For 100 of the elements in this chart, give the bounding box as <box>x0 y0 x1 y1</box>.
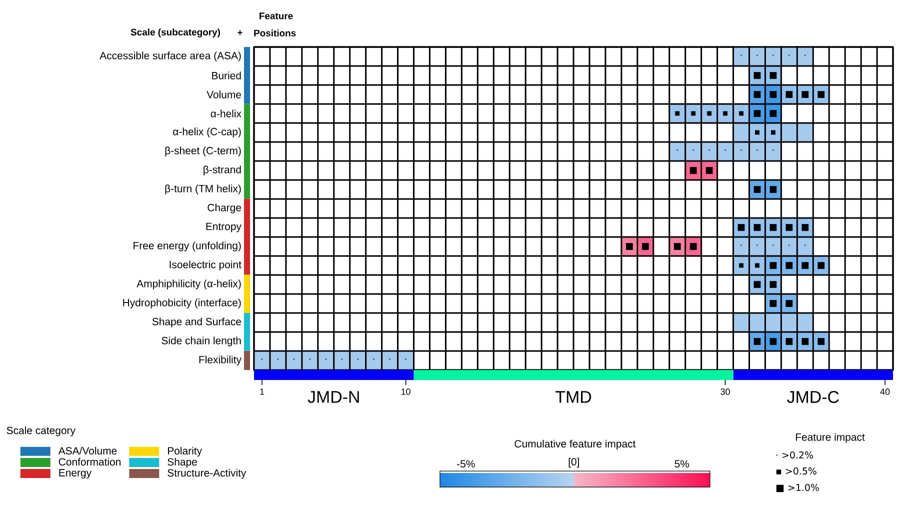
data-label: ■ <box>690 167 697 174</box>
data-label: ▪ <box>723 111 728 116</box>
data-label: · <box>804 54 806 56</box>
data-label: ■ <box>738 224 745 231</box>
data-label: ■ <box>754 72 761 79</box>
x-tick-label: 10 <box>401 388 410 395</box>
data-label: ■ <box>818 91 825 98</box>
data-label: ▪ <box>739 111 744 116</box>
bar <box>244 274 250 313</box>
text: · >0.2% <box>776 451 813 459</box>
data-label: ■ <box>786 338 793 345</box>
data-label: ■ <box>642 243 649 250</box>
text: Feature impact <box>796 433 865 443</box>
data-label: ▪ <box>754 263 760 268</box>
data-label: · <box>756 54 758 56</box>
color-bar-label: [0] <box>568 458 579 468</box>
data-label: ■ <box>770 110 777 117</box>
data-label: · <box>692 150 694 151</box>
data-label: ■ <box>754 281 761 288</box>
y-tick-label: Accessible surface area (ASA) <box>100 52 241 62</box>
data-label: · <box>772 150 774 151</box>
data-label: ■ <box>754 224 761 231</box>
bar <box>244 350 250 370</box>
y-tick-label: β-turn (TM helix) <box>165 184 241 194</box>
series-label: JMD-N <box>308 391 359 403</box>
data-label: ■ <box>754 91 761 98</box>
data-label: ■ <box>626 243 633 250</box>
bar <box>244 104 250 199</box>
series-label: JMD-C <box>787 390 839 403</box>
data-label: ■ <box>770 91 777 98</box>
data-label: · <box>341 358 342 360</box>
data-label: ■ <box>802 338 809 345</box>
y-tick-label: Volume <box>206 90 242 98</box>
text: Feature <box>260 12 293 20</box>
y-tick-label: β-strand <box>204 166 241 176</box>
series-label: TMD <box>556 391 592 403</box>
data-label: · <box>357 358 358 360</box>
data-label: · <box>788 244 790 246</box>
data-label: · <box>676 150 678 151</box>
y-tick-label: Flexibility <box>199 356 242 366</box>
data-label: ■ <box>770 281 777 288</box>
data-label: ■ <box>786 300 793 307</box>
text: ■ >1.0% <box>776 484 819 492</box>
y-tick-label: Side chain length <box>162 336 241 346</box>
data-label: · <box>740 244 742 246</box>
bar <box>244 46 250 104</box>
data-label: · <box>740 54 742 56</box>
x-tick-label: 30 <box>720 388 730 395</box>
data-label: ■ <box>690 243 697 250</box>
y-tick-label: Entropy <box>206 222 242 232</box>
data-label: ■ <box>754 186 761 193</box>
y-tick-label: α-helix (C-cap) <box>173 128 241 138</box>
y-tick-label: Free energy (unfolding) <box>134 242 241 252</box>
legend-label: Structure-Activity <box>168 468 246 479</box>
data-label: · <box>389 358 390 360</box>
bar <box>254 370 414 380</box>
legend-title: Scale category <box>6 426 76 436</box>
data-label: ▪ <box>770 130 776 135</box>
data-label: ▪ <box>707 111 712 116</box>
text: + <box>238 30 242 36</box>
bar <box>244 312 250 351</box>
data-label: ▪ <box>739 263 744 268</box>
data-label: ▪ <box>691 111 696 116</box>
y-tick-label: α-helix <box>210 110 242 118</box>
legend-label: Energy <box>59 469 92 479</box>
x-tick-label: 40 <box>880 388 890 395</box>
data-label: · <box>708 150 710 151</box>
data-label: ■ <box>770 262 777 269</box>
text: ▪ >0.5% <box>776 467 816 475</box>
y-tick-label: Amphiphilicity (α-helix) <box>136 280 241 290</box>
data-label: ■ <box>802 224 809 231</box>
data-label: · <box>804 244 806 246</box>
data-label: ■ <box>770 300 777 307</box>
color-bar-label: -5% <box>457 460 475 468</box>
data-label: ■ <box>770 72 777 79</box>
bar <box>733 370 894 380</box>
data-label: · <box>309 358 310 360</box>
data-label: ▪ <box>675 111 680 116</box>
data-label: · <box>772 244 774 246</box>
bar <box>244 198 250 275</box>
text: Scale (subcategory) <box>130 28 220 38</box>
data-label: ■ <box>674 243 681 250</box>
y-tick-label: Shape and Surface <box>152 318 241 328</box>
data-label: ■ <box>786 224 793 231</box>
data-label: ■ <box>770 224 777 231</box>
data-label: ■ <box>802 262 809 269</box>
color-bar-label: 5% <box>674 460 690 468</box>
data-label: · <box>373 358 374 360</box>
data-label: · <box>405 358 406 360</box>
data-label: · <box>740 150 742 151</box>
data-label: ■ <box>802 91 809 98</box>
data-label: · <box>756 244 758 246</box>
text: Positions <box>254 30 296 36</box>
y-tick-label: Isoelectric point <box>170 260 242 270</box>
legend-label: Shape <box>168 458 197 468</box>
color-bar-title: Cumulative feature impact <box>514 440 636 450</box>
legend-label: Polarity <box>168 446 202 457</box>
y-tick-label: β-sheet (C-term) <box>165 146 241 156</box>
data-label: · <box>788 54 790 56</box>
x-tick-label: 1 <box>260 388 264 395</box>
